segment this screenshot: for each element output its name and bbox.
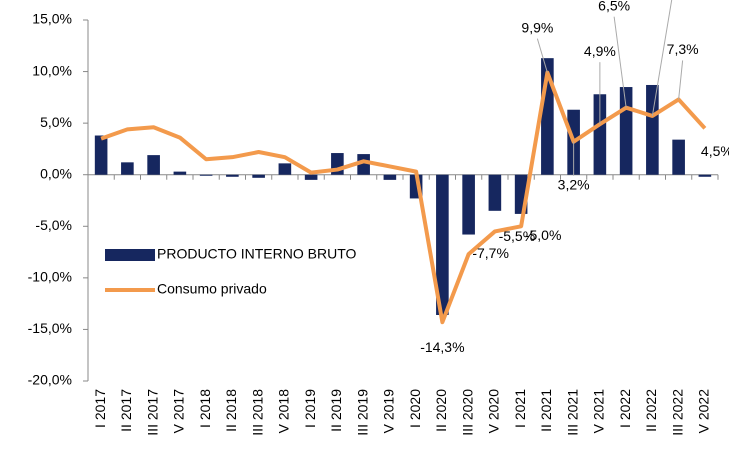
bar xyxy=(436,174,449,315)
x-tick-label: I 2021 xyxy=(512,389,528,428)
y-tick-label: 15,0% xyxy=(32,11,72,27)
y-tick-label: 5,0% xyxy=(40,114,72,130)
y-tick-label: -15,0% xyxy=(28,320,72,336)
data-label: -5,5% xyxy=(499,228,536,244)
data-label: 4,9% xyxy=(584,43,616,59)
x-tick-label: II 2017 xyxy=(118,389,134,432)
x-tick-label: V 2017 xyxy=(171,389,187,434)
data-label: 4,5% xyxy=(701,143,729,159)
x-tick-label: III 2022 xyxy=(669,389,685,436)
y-tick-label: -20,0% xyxy=(28,372,72,388)
bar xyxy=(488,174,502,211)
leader-line xyxy=(536,38,548,73)
data-label: -5,0% xyxy=(525,227,562,243)
y-tick-label: -10,0% xyxy=(28,269,72,285)
bar xyxy=(698,174,712,177)
bar xyxy=(619,87,633,175)
leader-line xyxy=(678,60,684,100)
bar xyxy=(173,171,187,175)
data-label: 3,2% xyxy=(558,176,590,192)
x-tick-label: III 2018 xyxy=(249,389,265,436)
data-label: -14,3% xyxy=(420,339,464,355)
bar xyxy=(278,163,292,175)
bar xyxy=(383,174,397,180)
bar xyxy=(672,139,685,175)
x-tick-label: II 2018 xyxy=(223,389,239,432)
bar xyxy=(593,94,607,175)
x-tick-label: I 2022 xyxy=(617,389,633,428)
bar xyxy=(226,174,239,177)
x-tick-label: V 2020 xyxy=(486,389,502,434)
data-label: 7,3% xyxy=(667,41,699,57)
x-tick-label: III 2020 xyxy=(459,389,475,436)
x-tick-label: II 2020 xyxy=(433,389,449,432)
x-tick-label: I 2017 xyxy=(92,389,108,428)
y-tick-label: -5,0% xyxy=(35,217,72,233)
bar xyxy=(357,154,370,175)
x-tick-label: III 2021 xyxy=(564,389,580,436)
bar xyxy=(462,174,475,235)
line xyxy=(100,70,707,325)
y-tick-label: 10,0% xyxy=(32,62,72,78)
bar xyxy=(646,84,659,175)
bar xyxy=(199,174,213,176)
y-tick-label: 0,0% xyxy=(40,165,72,181)
data-label: 9,9% xyxy=(521,19,553,35)
legend-swatch xyxy=(105,249,155,261)
x-tick-label: II 2022 xyxy=(643,389,659,432)
x-tick-label: II 2021 xyxy=(538,389,554,432)
leader-line xyxy=(613,16,627,108)
bar xyxy=(94,135,108,175)
x-tick-label: III 2017 xyxy=(144,389,160,436)
x-tick-label: III 2019 xyxy=(354,389,370,436)
bar xyxy=(252,174,265,178)
data-label: 6,5% xyxy=(598,0,630,13)
bar xyxy=(304,174,318,180)
bar xyxy=(121,162,134,175)
x-tick-label: I 2020 xyxy=(407,389,423,428)
x-tick-label: I 2019 xyxy=(302,389,318,428)
x-tick-label: V 2021 xyxy=(591,389,607,434)
leader-line xyxy=(651,0,673,117)
x-tick-label: II 2019 xyxy=(328,389,344,432)
x-tick-label: V 2022 xyxy=(696,389,712,434)
x-tick-label: V 2019 xyxy=(381,389,397,434)
bar xyxy=(147,155,160,175)
data-label: -7,7% xyxy=(472,245,509,261)
x-tick-label: I 2018 xyxy=(197,389,213,428)
legend-label: Consumo privado xyxy=(157,281,267,297)
x-tick-label: V 2018 xyxy=(276,389,292,434)
legend-label: PRODUCTO INTERNO BRUTO xyxy=(157,246,356,262)
